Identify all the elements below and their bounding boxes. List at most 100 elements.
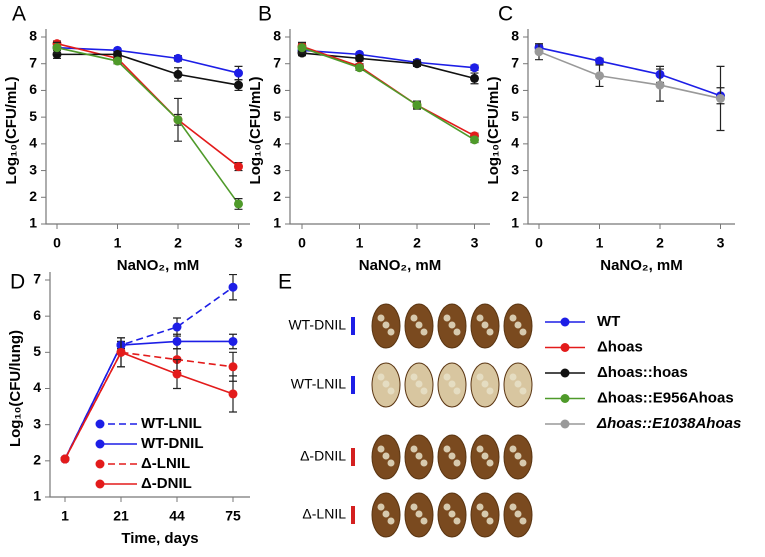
lesion: [377, 373, 385, 381]
axis: [45, 29, 250, 225]
marker: [470, 73, 479, 83]
y-tick-label: 1: [273, 215, 281, 231]
marker: [113, 56, 122, 66]
lesion: [514, 452, 522, 460]
marker: [234, 162, 243, 172]
lesion: [514, 510, 522, 518]
y-tick-label: 3: [511, 161, 519, 177]
y-tick-label: 4: [511, 135, 519, 151]
y-tick-label: 7: [29, 54, 37, 70]
lesion: [387, 517, 395, 525]
lesion: [410, 503, 418, 511]
legend-marker: [95, 419, 105, 429]
y-tick-label: 4: [33, 379, 41, 395]
lesion: [453, 328, 461, 336]
y-tick-label: 6: [33, 307, 41, 323]
marker: [172, 369, 182, 379]
x-tick-label: 2: [174, 235, 182, 251]
lesion: [519, 517, 527, 525]
lesion: [486, 328, 494, 336]
lesion: [387, 459, 395, 467]
legend-label: Δhoas: [597, 338, 643, 355]
y-tick-label: 5: [29, 108, 37, 124]
series-line: [301, 46, 475, 141]
row-bar: [351, 448, 355, 466]
marker: [172, 336, 182, 346]
lesion: [382, 452, 390, 460]
panel-label: E: [278, 271, 292, 294]
marker: [716, 93, 725, 103]
lesion: [448, 380, 456, 388]
lesion: [410, 373, 418, 381]
row-bar: [351, 376, 355, 394]
lesion: [509, 445, 517, 453]
marker: [52, 49, 62, 59]
lesion: [420, 328, 428, 336]
y-tick-label: 5: [511, 108, 519, 124]
legend-marker: [95, 459, 105, 469]
lesion: [519, 459, 527, 467]
series-line: [538, 50, 721, 100]
lesion: [382, 321, 390, 329]
series-line: [56, 46, 240, 205]
lesion: [519, 328, 527, 336]
lesion: [448, 510, 456, 518]
lesion: [377, 314, 385, 322]
x-axis-label: Time, days: [121, 530, 198, 547]
y-tick-label: 2: [33, 452, 41, 468]
y-tick-label: 7: [273, 54, 281, 70]
lesion: [448, 321, 456, 329]
marker: [234, 68, 243, 78]
lesion: [476, 445, 484, 453]
lesion: [410, 314, 418, 322]
lesion: [476, 373, 484, 381]
marker: [595, 71, 604, 81]
x-tick-label: 2: [656, 235, 664, 251]
row-bar: [351, 506, 355, 524]
y-tick-label: 2: [511, 188, 519, 204]
lesion: [519, 387, 527, 395]
y-tick-label: 7: [511, 54, 519, 70]
marker: [234, 199, 243, 209]
panel-label: D: [10, 271, 25, 294]
legend-marker: [95, 439, 105, 449]
lesion: [486, 459, 494, 467]
marker: [228, 336, 238, 346]
series-line: [57, 53, 239, 86]
series-line: [301, 49, 475, 69]
x-axis-label: NaNO₂, mM: [359, 257, 442, 274]
marker: [534, 47, 544, 57]
lesion: [443, 503, 451, 511]
row-label: Δ-DNIL: [300, 448, 346, 464]
panel-label: B: [258, 3, 272, 26]
x-tick-label: 1: [61, 508, 69, 524]
x-tick-label: 3: [471, 235, 479, 251]
y-tick-label: 6: [29, 81, 37, 97]
x-tick-label: 2: [413, 235, 421, 251]
legend-marker: [560, 394, 570, 403]
lesion: [420, 459, 428, 467]
x-tick-label: 1: [356, 235, 364, 251]
x-tick-label: 1: [114, 235, 122, 251]
legend-label: Δhoas::hoas: [597, 364, 688, 381]
y-tick-label: 8: [29, 28, 37, 44]
y-tick-label: 1: [511, 215, 519, 231]
marker: [355, 53, 364, 63]
x-tick-label: 0: [53, 235, 61, 251]
y-axis-label: Log₁₀(CFU/lung): [7, 330, 24, 447]
marker: [470, 135, 479, 145]
lesion: [420, 387, 428, 395]
y-tick-label: 5: [273, 108, 281, 124]
lesion: [377, 445, 385, 453]
y-tick-label: 8: [511, 28, 519, 44]
series-line: [64, 286, 234, 460]
lesion: [377, 503, 385, 511]
x-axis-label: NaNO₂, mM: [600, 257, 683, 274]
legend-marker: [95, 479, 105, 489]
marker: [172, 322, 182, 332]
legend-marker: [560, 317, 570, 327]
legend-label: WT-DNIL: [141, 435, 203, 452]
y-tick-label: 4: [29, 135, 37, 151]
y-tick-label: 6: [511, 81, 519, 97]
y-tick-label: 5: [33, 343, 41, 359]
